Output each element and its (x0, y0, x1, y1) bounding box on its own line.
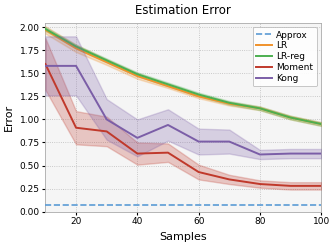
LR (166, 85, 170, 88)
Line: LR-reg: LR-reg (45, 29, 321, 124)
Moment (319, 184, 323, 187)
Legend: Approx, LR, LR-reg, Moment, Kong: Approx, LR, LR-reg, Moment, Kong (253, 27, 317, 86)
LR (197, 95, 201, 98)
Approx (105, 204, 109, 207)
LR-reg (227, 101, 231, 104)
Moment (43, 62, 47, 65)
LR-reg (166, 83, 170, 86)
Kong (197, 140, 201, 143)
LR (258, 107, 262, 110)
LR (105, 61, 109, 64)
Kong (135, 136, 139, 139)
Kong (166, 123, 170, 126)
LR-reg (74, 45, 78, 48)
Title: Estimation Error: Estimation Error (135, 4, 231, 17)
Kong (227, 140, 231, 143)
Kong (43, 64, 47, 67)
Moment (74, 126, 78, 129)
Moment (258, 183, 262, 185)
Y-axis label: Error: Error (4, 104, 14, 131)
Line: Moment: Moment (45, 64, 321, 186)
Approx (197, 204, 201, 207)
Moment (166, 151, 170, 154)
Approx (319, 204, 323, 207)
Approx (166, 204, 170, 207)
LR (227, 102, 231, 105)
LR-reg (289, 116, 293, 119)
Line: LR: LR (45, 30, 321, 124)
LR-reg (258, 107, 262, 110)
LR-reg (319, 123, 323, 125)
LR (43, 28, 47, 31)
Moment (135, 152, 139, 155)
LR-reg (105, 59, 109, 62)
LR (289, 116, 293, 119)
X-axis label: Samples: Samples (160, 232, 207, 242)
LR-reg (43, 28, 47, 31)
LR (319, 123, 323, 125)
Moment (197, 170, 201, 173)
LR-reg (135, 73, 139, 76)
LR-reg (197, 93, 201, 96)
Moment (289, 184, 293, 187)
Moment (105, 130, 109, 133)
Kong (258, 153, 262, 156)
LR (135, 75, 139, 77)
Approx (135, 204, 139, 207)
Approx (289, 204, 293, 207)
Kong (289, 152, 293, 155)
Kong (74, 64, 78, 67)
Approx (74, 204, 78, 207)
Line: Kong: Kong (45, 66, 321, 154)
Moment (227, 178, 231, 181)
Approx (43, 204, 47, 207)
LR (74, 47, 78, 50)
Kong (105, 118, 109, 121)
Approx (258, 204, 262, 207)
Kong (319, 152, 323, 155)
Approx (227, 204, 231, 207)
